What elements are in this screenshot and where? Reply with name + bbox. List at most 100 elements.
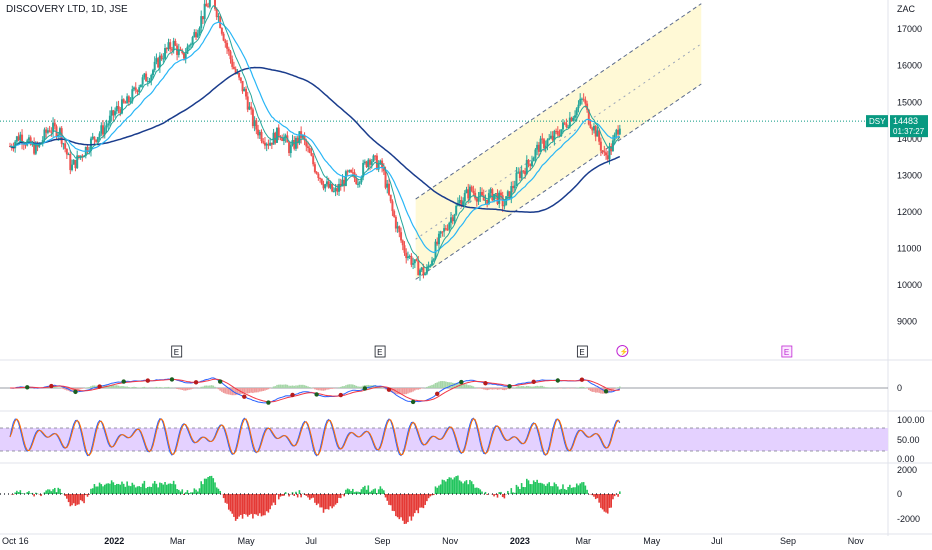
price-tick-label: 17000	[897, 24, 922, 34]
candle-body	[344, 171, 347, 186]
oscillator1-cross-dot	[121, 379, 126, 384]
candle-body	[145, 73, 148, 82]
oscillator3-tick: 2000	[897, 465, 917, 475]
candle-body	[408, 255, 411, 257]
candle-body	[62, 143, 65, 145]
candle-body	[276, 127, 279, 143]
candle-body	[424, 273, 427, 276]
candle-body	[410, 255, 413, 265]
candle-body	[213, 0, 216, 9]
oscillator1-cross-dot	[483, 381, 488, 386]
candle-body	[487, 193, 490, 205]
candle-body	[472, 190, 475, 193]
candle-body	[186, 46, 189, 54]
candle-body	[139, 84, 142, 88]
candle-body	[169, 42, 172, 50]
candle-body	[420, 267, 423, 271]
candle-body	[136, 90, 139, 93]
time-axis-tick: 2023	[510, 536, 530, 546]
candle-body	[107, 123, 110, 126]
oscillator1-cross-dot	[314, 392, 319, 397]
candle-body	[377, 163, 380, 170]
candle-body	[415, 259, 418, 261]
time-axis-tick: Mar	[170, 536, 186, 546]
candle-body	[477, 196, 480, 202]
oscillator2-d-line	[9, 418, 621, 457]
candle-body	[251, 109, 254, 127]
candle-body	[617, 129, 620, 135]
candle-body	[172, 40, 175, 51]
candle-body	[308, 147, 311, 153]
candle-body	[405, 252, 408, 259]
price-tick-label: 11000	[897, 243, 921, 253]
channel-upper-line	[415, 3, 702, 200]
candle-body	[444, 228, 447, 230]
time-axis-tick: 2022	[104, 536, 124, 546]
candle-body	[117, 106, 120, 110]
price-tag	[890, 115, 928, 138]
candle-body	[293, 140, 296, 149]
candle-body	[164, 48, 167, 59]
candle-body	[400, 232, 403, 241]
candle-body	[182, 53, 185, 59]
candle-body	[220, 28, 223, 34]
price-tick-label: 9000	[897, 316, 917, 326]
oscillator2-tick: 0.00	[897, 454, 915, 464]
candle-body	[155, 58, 158, 62]
candle-body	[191, 37, 194, 45]
candle-body	[603, 151, 606, 153]
candle-body	[120, 99, 123, 114]
oscillator1-cross-dot	[25, 385, 30, 390]
candle-body	[200, 16, 203, 29]
candle-body	[69, 154, 72, 171]
candle-body	[362, 162, 365, 178]
chart-title: DISCOVERY LTD, 1D, JSE	[6, 4, 128, 15]
candle-body	[589, 124, 592, 128]
candle-body	[188, 45, 191, 47]
candle-body	[350, 170, 353, 173]
candle-body	[76, 155, 79, 169]
candle-body	[195, 32, 198, 38]
candle-body	[72, 159, 75, 165]
candle-body	[184, 53, 187, 59]
candle-body	[319, 177, 322, 179]
price-tick-label: 15000	[897, 97, 922, 107]
candle-body	[606, 155, 609, 160]
candle-body	[317, 173, 320, 178]
candle-body	[167, 42, 170, 50]
candle-body	[243, 88, 246, 92]
oscillator1-cross-dot	[555, 378, 561, 383]
candle-body	[150, 75, 153, 82]
candle-body	[458, 199, 461, 203]
candle-body	[384, 170, 387, 188]
candle-body	[489, 189, 492, 194]
candle-body	[568, 117, 571, 127]
candle-body	[439, 231, 442, 234]
candle-body	[406, 256, 409, 259]
candle-body	[281, 137, 284, 141]
moving-average-slow	[9, 66, 621, 213]
candle-body	[343, 179, 346, 186]
candle-body	[418, 270, 421, 276]
candle-body	[143, 73, 146, 78]
candle-body	[15, 136, 18, 142]
candle-body	[174, 40, 177, 46]
candle-body	[131, 89, 134, 102]
candle-body	[579, 98, 582, 105]
candle-body	[162, 58, 165, 60]
candle-body	[138, 87, 141, 93]
candle-body	[372, 155, 375, 162]
candle-body	[391, 201, 394, 212]
candle-body	[479, 191, 482, 197]
candle-body	[105, 125, 108, 128]
candle-body	[45, 129, 48, 133]
candle-body	[496, 193, 499, 204]
moving-average-mid	[9, 21, 621, 254]
candle-body	[539, 138, 542, 152]
candle-body	[563, 122, 566, 124]
candle-body	[529, 163, 532, 166]
channel-lower-line	[415, 83, 702, 280]
candle-body	[238, 73, 241, 78]
candle-body	[203, 3, 206, 20]
